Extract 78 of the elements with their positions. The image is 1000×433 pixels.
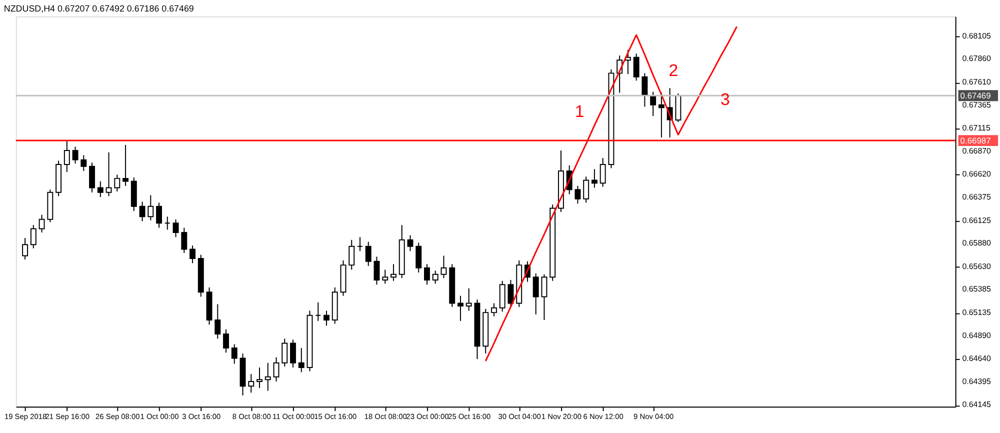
candlestick [390, 264, 396, 282]
candlestick [574, 185, 581, 204]
candlestick [290, 339, 296, 368]
candlestick [642, 72, 648, 108]
candlestick [583, 176, 590, 204]
candlestick [424, 264, 430, 286]
candlestick [440, 255, 447, 279]
y-tick-label: 0.64640 [962, 354, 992, 364]
candlestick [264, 362, 271, 392]
candlestick [122, 144, 129, 186]
y-tick-label: 0.66375 [962, 192, 992, 202]
candlestick [114, 174, 120, 192]
y-tick-label: 0.64145 [962, 400, 992, 410]
candlestick [190, 245, 196, 264]
candlestick [248, 374, 254, 394]
candlestick [532, 272, 539, 315]
candlestick [30, 224, 36, 249]
ref-line-label: 0.66987 [960, 136, 992, 146]
candlestick [172, 218, 179, 238]
annotation: 3 [720, 90, 730, 110]
candlestick [432, 270, 438, 284]
candlestick [374, 256, 380, 286]
y-tick-label: 0.65385 [962, 284, 992, 294]
candlestick [148, 194, 154, 221]
candlestick [156, 202, 162, 228]
annotation: 2 [668, 60, 678, 80]
candlestick [273, 356, 280, 382]
candlestick [64, 140, 70, 172]
candlestick [365, 241, 372, 266]
y-tick-label: 0.66125 [962, 216, 992, 225]
candlestick [348, 239, 355, 270]
candlestick [97, 180, 104, 198]
y-tick-label: 0.67860 [962, 54, 992, 64]
candlestick [231, 344, 238, 364]
ref-line-label: 0.67469 [960, 90, 992, 101]
candlestick [139, 201, 146, 222]
annotation: 1 [574, 102, 584, 121]
y-tick-label: 0.64395 [962, 376, 992, 386]
candlestick [80, 154, 87, 172]
y-tick-label: 0.68105 [962, 31, 992, 40]
candlestick [416, 242, 422, 274]
candlestick [633, 53, 640, 82]
candlestick [324, 310, 330, 326]
y-tick-label: 0.65880 [962, 238, 992, 248]
candlestick [357, 236, 363, 252]
candlestick [214, 304, 221, 340]
candlestick [499, 280, 506, 312]
y-tick-label: 0.67115 [962, 124, 991, 133]
candlestick [508, 279, 514, 308]
candlestick [22, 238, 28, 260]
candlestick [315, 302, 322, 322]
y-tick-label: 0.67365 [962, 100, 992, 110]
candlestick [600, 157, 606, 188]
y-tick-label: 0.66870 [962, 146, 992, 156]
chart-title: NZDUSD,H4 0.67207 0.67492 0.67186 0.67469 [4, 3, 194, 14]
candlestick [591, 168, 598, 188]
candlestick [457, 295, 464, 322]
candlestick [106, 152, 112, 197]
candlestick [466, 288, 472, 312]
candlestick [407, 234, 414, 252]
y-tick-label: 0.64890 [962, 330, 992, 340]
candlestick [181, 227, 188, 254]
candlestick [164, 216, 170, 230]
candlestick [282, 338, 288, 368]
y-tick-label: 0.67610 [962, 77, 992, 86]
candlestick [256, 367, 262, 389]
candlestick [658, 92, 664, 138]
candlestick [382, 269, 388, 284]
candlestick [298, 347, 304, 373]
candlestick [541, 274, 548, 321]
candlestick [72, 146, 78, 164]
candlestick [223, 328, 229, 354]
candlestick [89, 162, 96, 193]
y-tick-label: 0.65630 [962, 262, 992, 271]
candlestick [490, 302, 497, 317]
y-tick-label: 0.66620 [962, 170, 992, 179]
candlestick [38, 214, 45, 233]
y-tick-label: 0.65135 [962, 308, 992, 318]
